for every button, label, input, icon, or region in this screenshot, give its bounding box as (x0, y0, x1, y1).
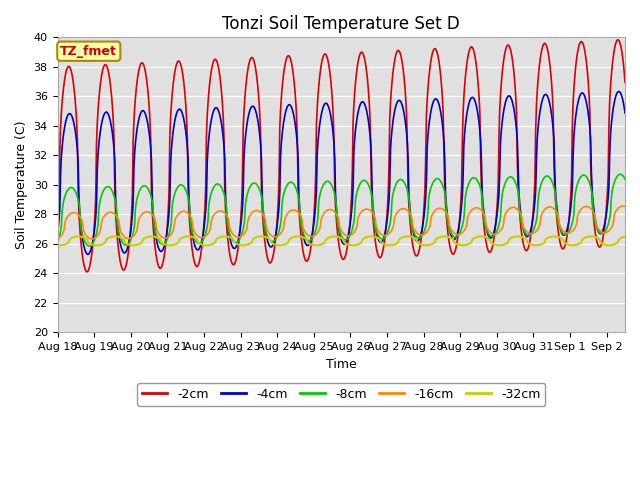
Text: TZ_fmet: TZ_fmet (60, 45, 117, 58)
Y-axis label: Soil Temperature (C): Soil Temperature (C) (15, 120, 28, 249)
Title: Tonzi Soil Temperature Set D: Tonzi Soil Temperature Set D (222, 15, 460, 33)
Legend: -2cm, -4cm, -8cm, -16cm, -32cm: -2cm, -4cm, -8cm, -16cm, -32cm (137, 383, 545, 406)
X-axis label: Time: Time (326, 358, 356, 371)
